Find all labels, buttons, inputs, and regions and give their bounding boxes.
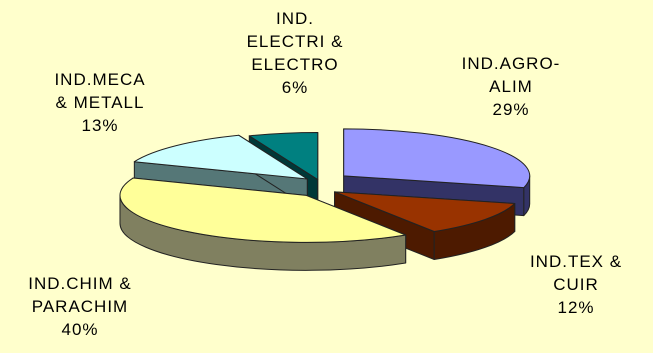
label-meca-metall: IND.MECA & METALL 13% bbox=[30, 68, 170, 137]
label-tex-cuir-value: 12% bbox=[557, 298, 595, 317]
label-chim-parachim-value: 40% bbox=[61, 320, 99, 339]
label-electri-electro: IND. ELECTRI & ELECTRO 6% bbox=[225, 7, 365, 99]
label-electri-electro-value: 6% bbox=[281, 78, 309, 97]
label-meca-metall-value: 13% bbox=[81, 116, 119, 135]
pie-slice-tex-cuir bbox=[334, 191, 516, 261]
label-tex-cuir: IND.TEX & CUIR 12% bbox=[506, 250, 646, 319]
pie-slice-electri-electro-top bbox=[248, 132, 319, 181]
pie-slice-chim-parachim-top bbox=[119, 177, 407, 243]
pie-slice-meca-metall-top bbox=[133, 134, 308, 180]
label-electri-electro-line-1: IND. bbox=[276, 9, 314, 28]
label-tex-cuir-line-1: IND.TEX & bbox=[529, 252, 623, 271]
label-agro-alim: IND.AGRO- ALIM 29% bbox=[436, 52, 586, 121]
pie-slice-chim-parachim bbox=[119, 177, 407, 271]
label-agro-alim-value: 29% bbox=[492, 100, 530, 119]
label-electri-electro-line-2: ELECTRI & bbox=[246, 32, 344, 51]
label-agro-alim-line-2: ALIM bbox=[489, 77, 533, 96]
pie-slice-tex-cuir-top bbox=[334, 191, 516, 233]
label-chim-parachim-line-1: IND.CHIM & bbox=[28, 274, 132, 293]
label-electri-electro-line-3: ELECTRO bbox=[251, 55, 339, 74]
label-meca-metall-line-1: IND.MECA bbox=[54, 70, 146, 89]
label-chim-parachim: IND.CHIM & PARACHIM 40% bbox=[5, 272, 155, 341]
label-agro-alim-line-1: IND.AGRO- bbox=[461, 54, 561, 73]
label-tex-cuir-line-2: CUIR bbox=[553, 275, 599, 294]
pie-slice-agro-alim-top bbox=[343, 128, 531, 189]
label-meca-metall-line-2: & METALL bbox=[55, 93, 145, 112]
label-chim-parachim-line-2: PARACHIM bbox=[31, 297, 129, 316]
